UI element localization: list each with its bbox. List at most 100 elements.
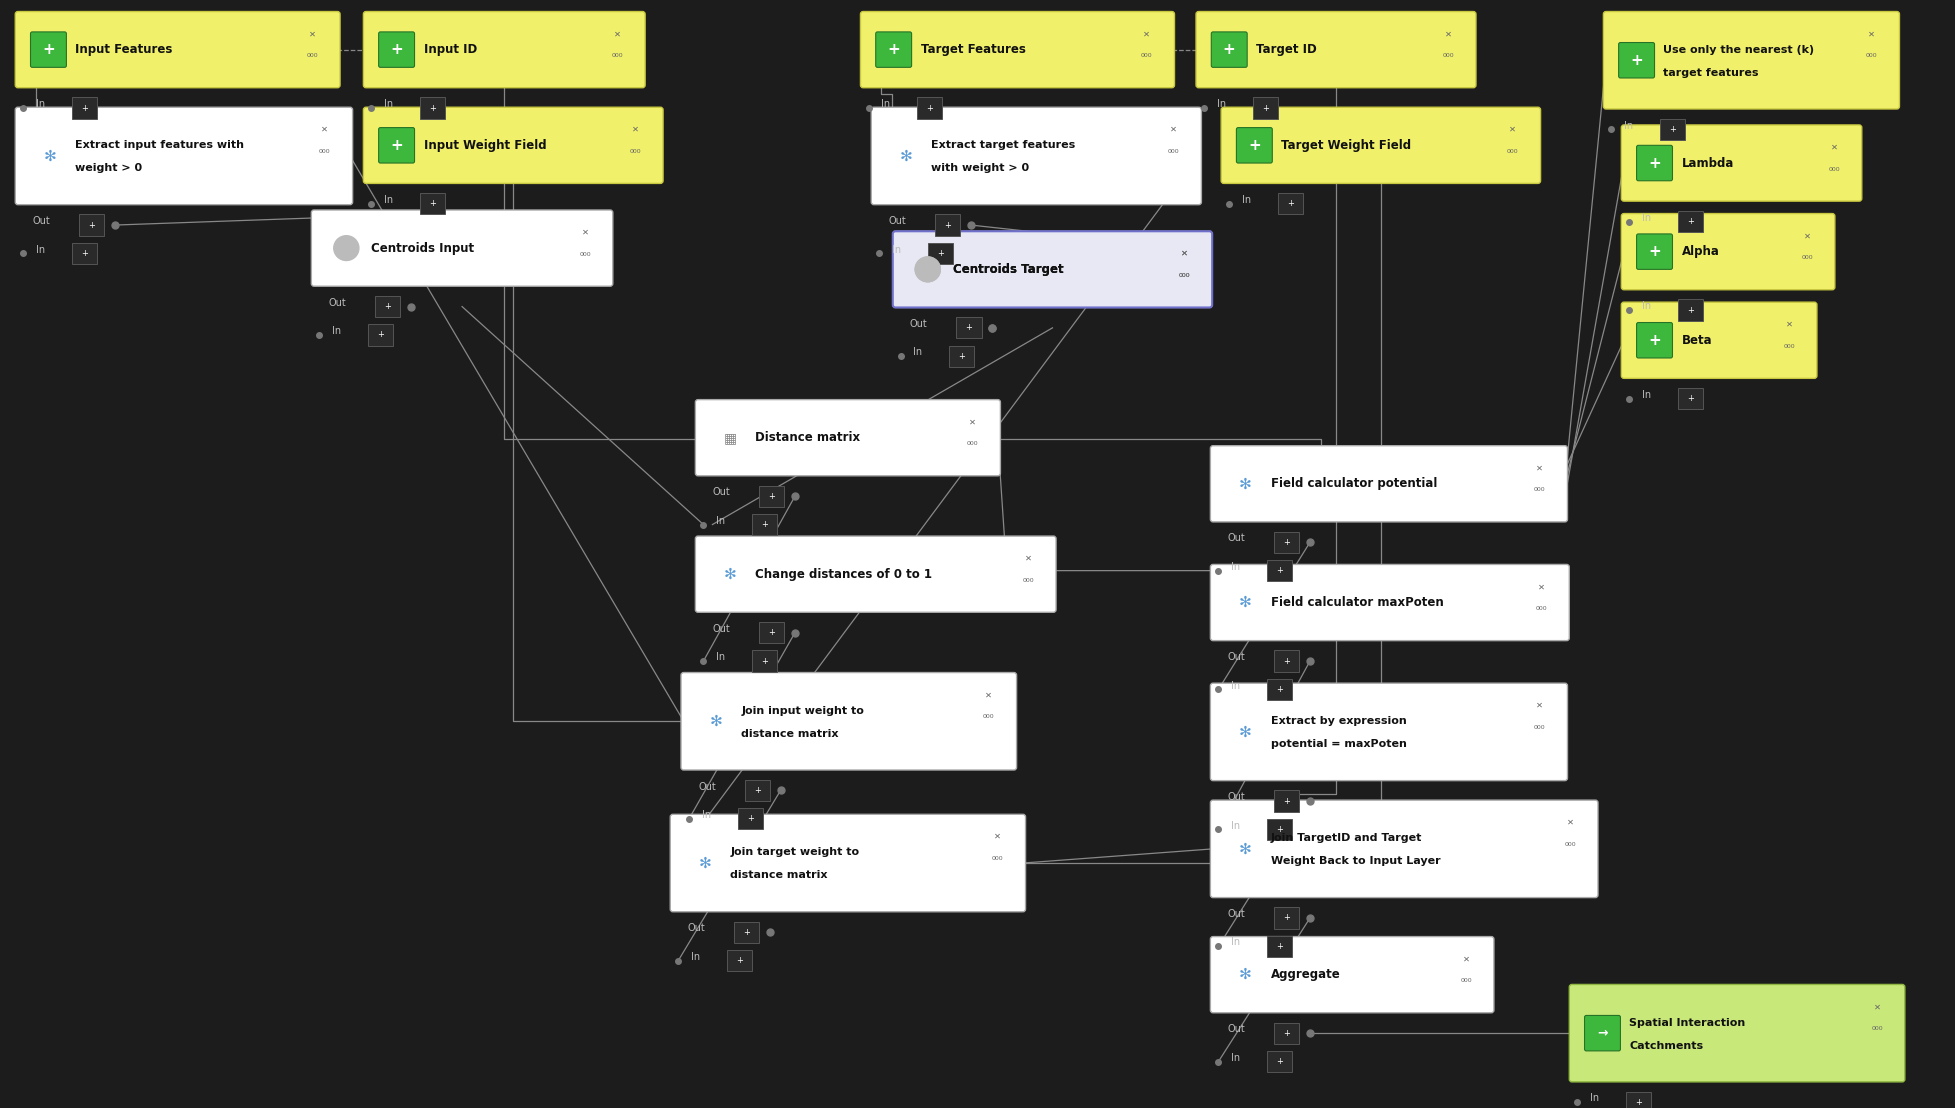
FancyBboxPatch shape — [727, 950, 751, 971]
FancyBboxPatch shape — [1619, 42, 1654, 78]
Text: Out: Out — [1228, 533, 1245, 543]
Text: Extract by expression: Extract by expression — [1271, 716, 1406, 726]
Text: 000: 000 — [1865, 53, 1877, 58]
FancyBboxPatch shape — [375, 296, 401, 317]
Text: 000: 000 — [1783, 343, 1795, 349]
FancyBboxPatch shape — [917, 98, 942, 119]
FancyBboxPatch shape — [696, 400, 999, 475]
Text: 000: 000 — [991, 856, 1003, 861]
Text: ▦: ▦ — [723, 431, 737, 444]
FancyBboxPatch shape — [860, 11, 1173, 88]
Text: +: + — [1282, 797, 1290, 806]
FancyBboxPatch shape — [891, 232, 1212, 307]
Text: 000: 000 — [630, 148, 641, 154]
FancyBboxPatch shape — [1267, 819, 1292, 840]
Text: ✕: ✕ — [1462, 954, 1468, 963]
Text: ✻: ✻ — [710, 714, 721, 729]
Text: Out: Out — [328, 298, 346, 308]
Text: 000: 000 — [1828, 166, 1840, 172]
FancyBboxPatch shape — [1267, 1050, 1292, 1073]
Text: In: In — [1623, 121, 1632, 131]
Text: +: + — [1634, 1098, 1640, 1107]
Text: ✕: ✕ — [1566, 818, 1574, 827]
Text: +: + — [1648, 155, 1660, 171]
Text: In: In — [702, 810, 710, 820]
Text: In: In — [1640, 213, 1650, 223]
FancyBboxPatch shape — [1273, 907, 1298, 929]
Text: 000: 000 — [1564, 842, 1576, 847]
Text: Out: Out — [712, 624, 729, 634]
Text: Out: Out — [1228, 1024, 1245, 1034]
FancyBboxPatch shape — [379, 127, 414, 163]
Text: In: In — [383, 100, 393, 110]
Text: 000: 000 — [1167, 148, 1179, 154]
FancyBboxPatch shape — [1236, 127, 1271, 163]
FancyBboxPatch shape — [680, 673, 1017, 770]
Text: Centroids Target: Centroids Target — [952, 263, 1064, 276]
Text: +: + — [80, 249, 88, 258]
Text: ✕: ✕ — [1181, 249, 1187, 258]
FancyBboxPatch shape — [759, 485, 784, 506]
FancyBboxPatch shape — [420, 193, 446, 215]
Text: Target Features: Target Features — [921, 43, 1024, 57]
Text: Extract input features with: Extract input features with — [76, 141, 244, 151]
Text: +: + — [768, 492, 774, 501]
FancyBboxPatch shape — [1210, 564, 1568, 640]
FancyBboxPatch shape — [1210, 445, 1566, 522]
Text: +: + — [428, 104, 436, 113]
Text: weight > 0: weight > 0 — [76, 163, 143, 173]
Text: In: In — [1589, 1094, 1599, 1104]
FancyBboxPatch shape — [420, 98, 446, 119]
Text: +: + — [428, 199, 436, 208]
Text: +: + — [1282, 537, 1290, 546]
Text: +: + — [1261, 104, 1269, 113]
Text: +: + — [80, 104, 88, 113]
Text: In: In — [716, 653, 725, 663]
FancyBboxPatch shape — [1273, 650, 1298, 671]
Text: Catchments: Catchments — [1629, 1040, 1703, 1050]
Text: 000: 000 — [1022, 577, 1034, 583]
Text: +: + — [1668, 125, 1675, 134]
Text: ✕: ✕ — [993, 832, 1001, 841]
FancyBboxPatch shape — [1660, 119, 1683, 140]
FancyBboxPatch shape — [1625, 1091, 1650, 1108]
Text: Beta: Beta — [1681, 334, 1711, 347]
Text: ✻: ✻ — [1238, 841, 1251, 856]
Text: Aggregate: Aggregate — [1271, 968, 1339, 982]
Text: +: + — [966, 324, 972, 332]
FancyBboxPatch shape — [696, 536, 1056, 613]
Text: +: + — [735, 956, 743, 965]
FancyBboxPatch shape — [1267, 679, 1292, 700]
FancyBboxPatch shape — [379, 32, 414, 68]
Text: ✕: ✕ — [614, 29, 620, 38]
Text: In: In — [35, 245, 45, 255]
Text: +: + — [753, 786, 760, 794]
Text: +: + — [1222, 42, 1236, 58]
FancyBboxPatch shape — [1251, 98, 1277, 119]
Text: 000: 000 — [612, 53, 624, 58]
Text: Out: Out — [888, 216, 905, 226]
Text: Field calculator potential: Field calculator potential — [1271, 478, 1437, 491]
Text: ✻: ✻ — [698, 855, 712, 871]
Text: +: + — [1282, 913, 1290, 923]
Text: +: + — [958, 351, 966, 361]
Text: +: + — [936, 249, 942, 258]
Text: Out: Out — [33, 216, 51, 226]
Text: Out: Out — [698, 781, 716, 791]
FancyBboxPatch shape — [1636, 145, 1672, 181]
Text: Out: Out — [712, 488, 729, 497]
FancyBboxPatch shape — [1220, 107, 1541, 184]
Text: Out: Out — [686, 923, 704, 933]
FancyBboxPatch shape — [368, 325, 393, 346]
Text: ✕: ✕ — [1873, 1002, 1879, 1012]
Text: 000: 000 — [307, 53, 319, 58]
Text: In: In — [1230, 562, 1239, 572]
Text: ✕: ✕ — [1535, 701, 1542, 710]
Text: In: In — [690, 952, 700, 962]
Text: +: + — [1629, 53, 1642, 68]
FancyBboxPatch shape — [1273, 790, 1298, 812]
FancyBboxPatch shape — [737, 808, 762, 830]
Text: +: + — [925, 104, 933, 113]
Text: +: + — [1286, 199, 1292, 208]
FancyBboxPatch shape — [1267, 560, 1292, 582]
